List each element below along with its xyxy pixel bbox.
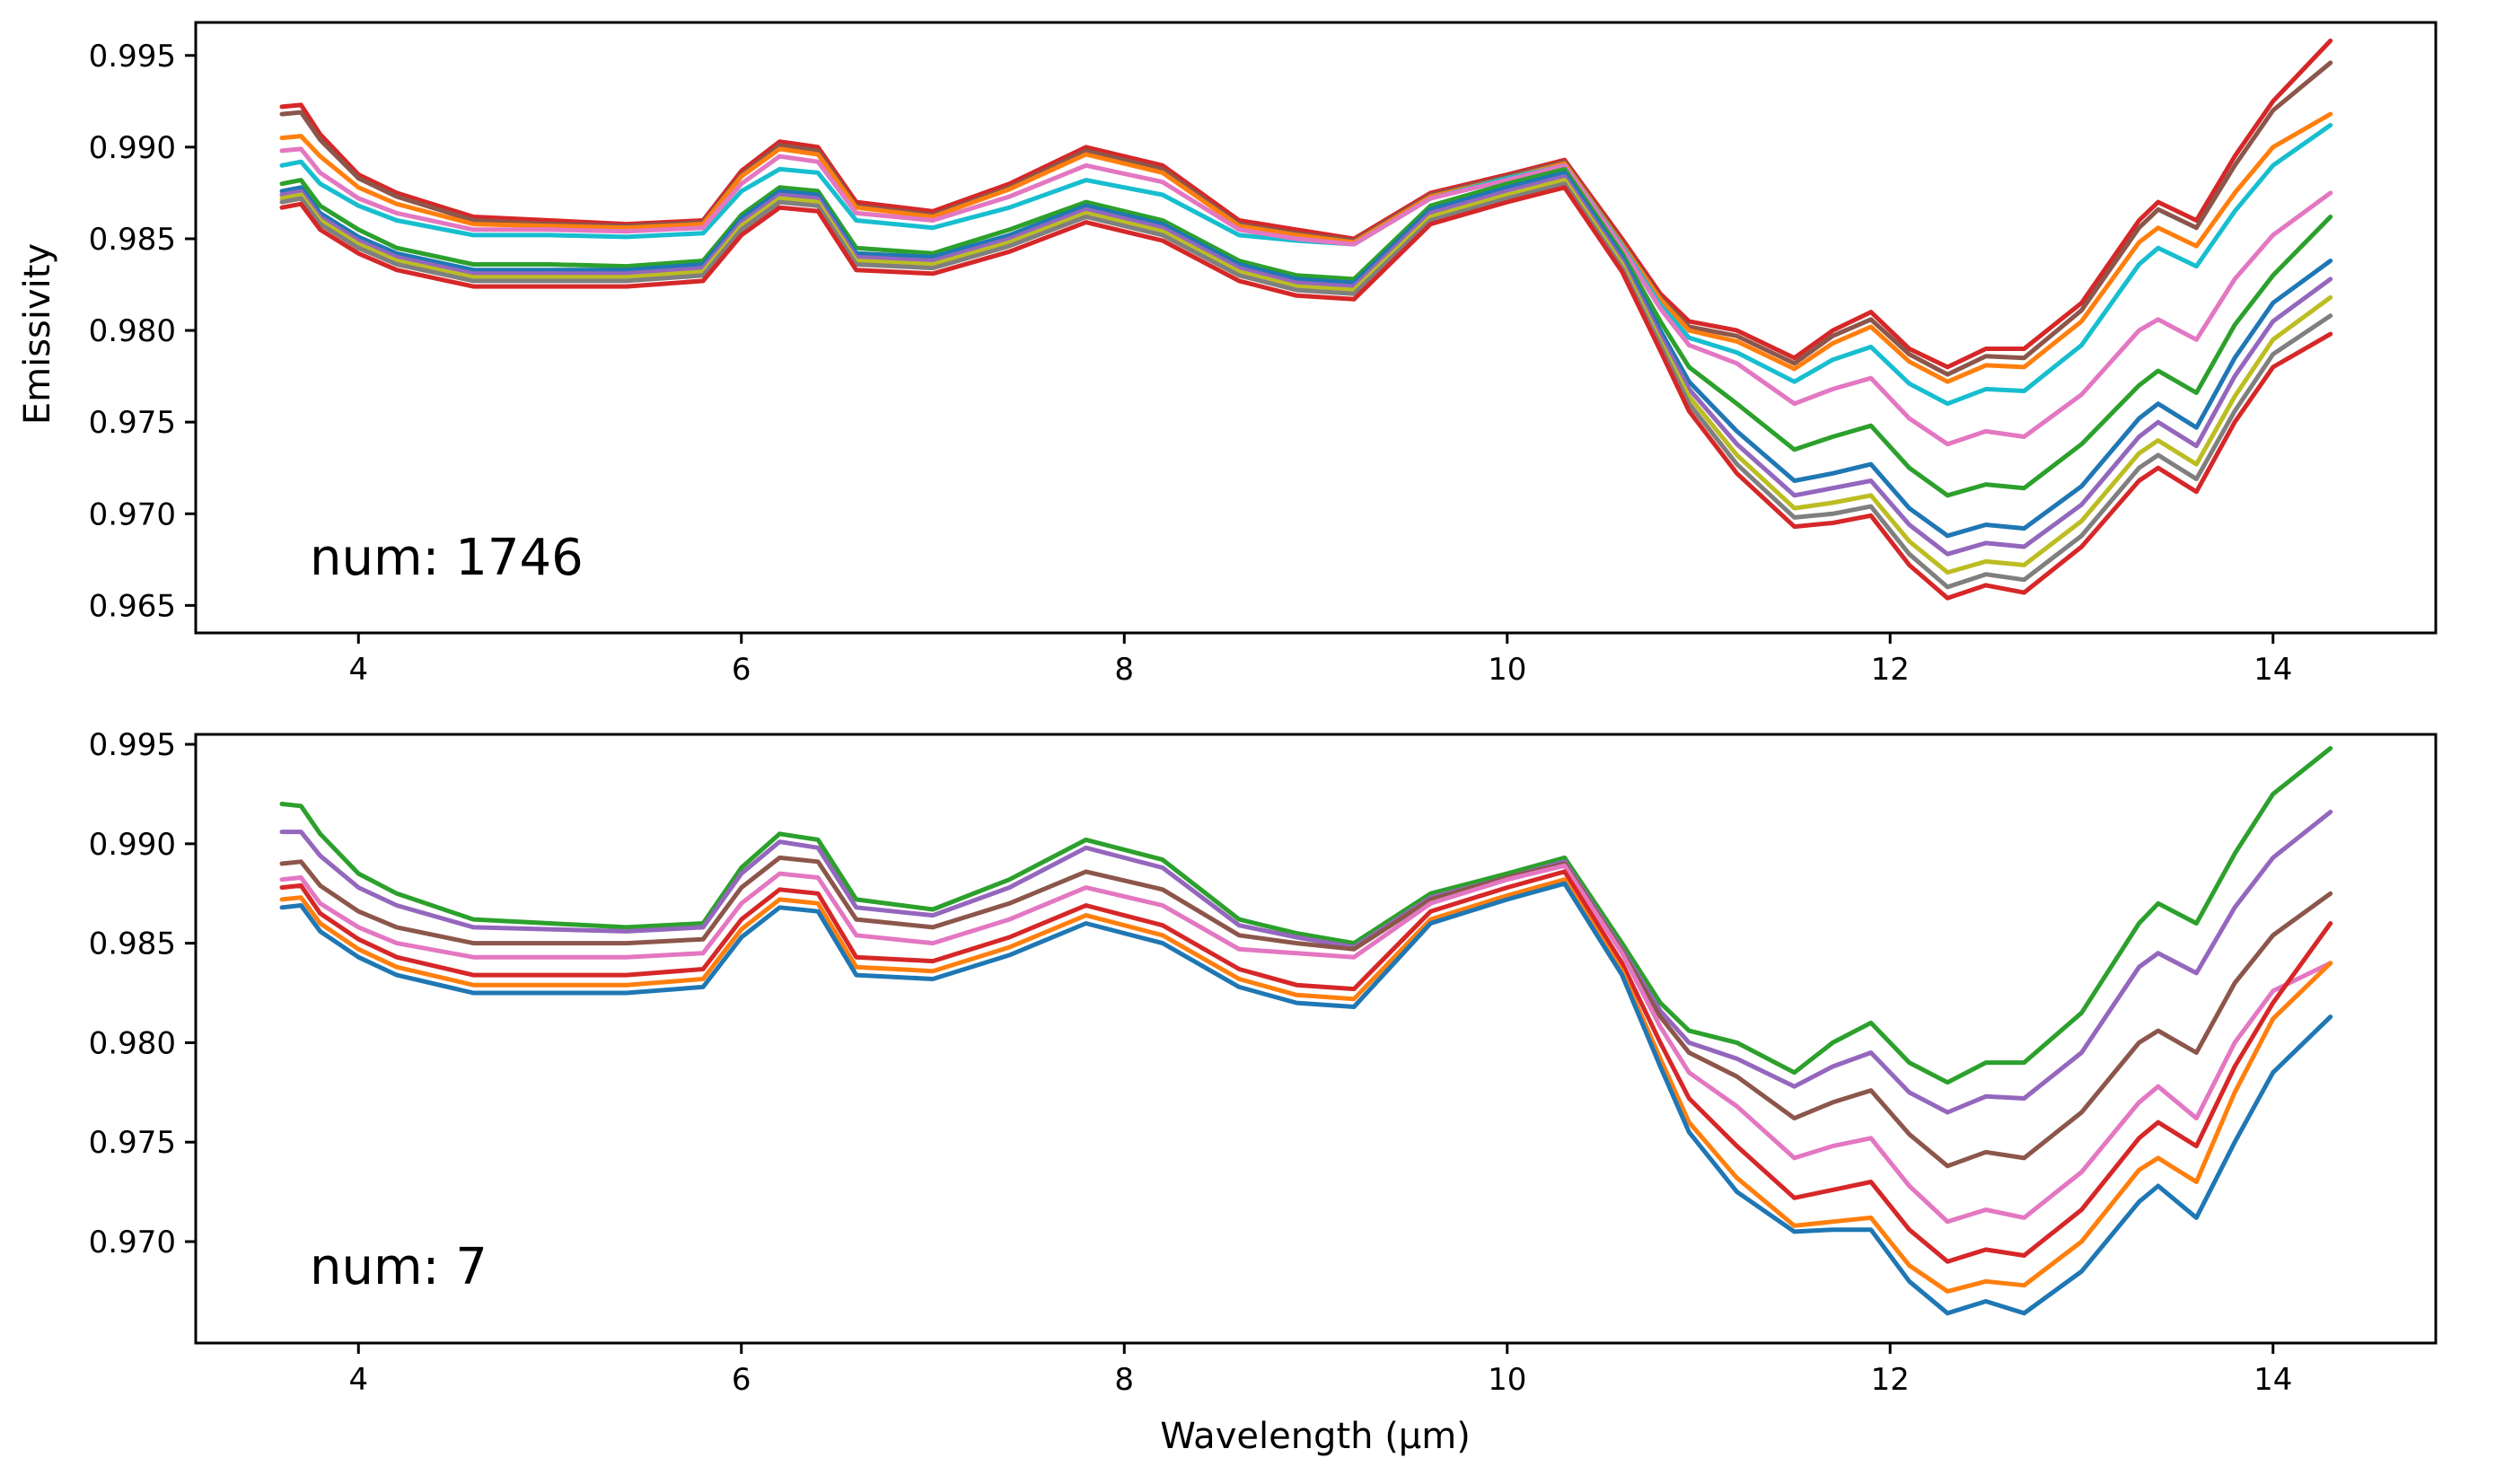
- bottom-ticks-layer: 4 6 8 10 12 14 0.970 0.975 0.980 0.985 0.990 0.995: [89, 727, 2293, 1398]
- top-series-line-8: [279, 174, 2333, 557]
- top-series-line-11: [279, 185, 2333, 601]
- top-series-line-7: [279, 170, 2333, 539]
- bottom-x-axis-label: Wavelength (μm): [1160, 1416, 1471, 1457]
- top-y-tick-label: 0.995: [89, 39, 176, 75]
- bottom-series-line-7: [279, 881, 2333, 1316]
- chart-bottom: 4 6 8 10 12 140.9700.9750.9800.9850.9900.995 …: [89, 727, 2438, 1457]
- top-x-tick-label: 8: [1114, 652, 1134, 688]
- top-y-tick-label: 0.970: [89, 496, 176, 532]
- top-axes-frame: [194, 21, 2438, 635]
- top-series-line-10: [279, 181, 2333, 590]
- bottom-series-line-6: [279, 877, 2333, 1294]
- bottom-x-tick-label: 12: [1871, 1362, 1910, 1398]
- top-y-tick-label: 0.965: [89, 588, 176, 624]
- top-y-axis-label: Emissivity: [17, 243, 58, 425]
- bottom-y-tick-label: 0.975: [89, 1125, 176, 1161]
- top-series-line-9: [279, 178, 2333, 575]
- bottom-x-tick-label: 10: [1488, 1362, 1526, 1398]
- top-series-layer: [279, 38, 2333, 601]
- bottom-series-line-4: [279, 863, 2333, 1225]
- top-y-tick-label: 0.980: [89, 313, 176, 349]
- bottom-series-line-3: [279, 855, 2333, 1169]
- top-x-tick-label: 6: [732, 652, 751, 688]
- top-num-annotation: num: 1746: [310, 529, 584, 587]
- bottom-axes-frame: [194, 733, 2438, 1345]
- bottom-series-layer: [279, 746, 2333, 1316]
- top-y-tick-label: 0.975: [89, 405, 176, 441]
- bottom-x-tick-label: 14: [2254, 1362, 2292, 1398]
- top-y-tick-label: 0.990: [89, 130, 176, 166]
- top-series-line-5: [279, 146, 2333, 447]
- bottom-x-tick-label: 4: [348, 1362, 368, 1398]
- bottom-y-tick-label: 0.990: [89, 827, 176, 863]
- bottom-series-line-1: [279, 746, 2333, 1085]
- bottom-num-annotation: num: 7: [310, 1238, 488, 1296]
- bottom-y-tick-label: 0.980: [89, 1025, 176, 1061]
- top-x-tick-label: 14: [2254, 652, 2292, 688]
- top-y-tick-label: 0.985: [89, 222, 176, 258]
- bottom-y-tick-label: 0.985: [89, 926, 176, 962]
- bottom-y-tick-label: 0.995: [89, 727, 176, 763]
- bottom-y-tick-label: 0.970: [89, 1225, 176, 1260]
- bottom-x-tick-label: 6: [732, 1362, 751, 1398]
- top-series-line-6: [279, 166, 2333, 498]
- bottom-x-tick-label: 8: [1114, 1362, 1134, 1398]
- bottom-series-line-5: [279, 869, 2333, 1264]
- top-ticks-layer: 4 6 8 10 12 14 0.965 0.970 0.975 0.980 0.985 0.990 0…: [89, 39, 2293, 688]
- chart-top: 4 6 8 10 12 14 0.965 0.970 0.975 0.980 0.985 0.990 0…: [17, 21, 2438, 688]
- top-x-tick-label: 4: [348, 652, 368, 688]
- top-x-tick-label: 10: [1488, 652, 1526, 688]
- top-x-tick-label: 12: [1871, 652, 1910, 688]
